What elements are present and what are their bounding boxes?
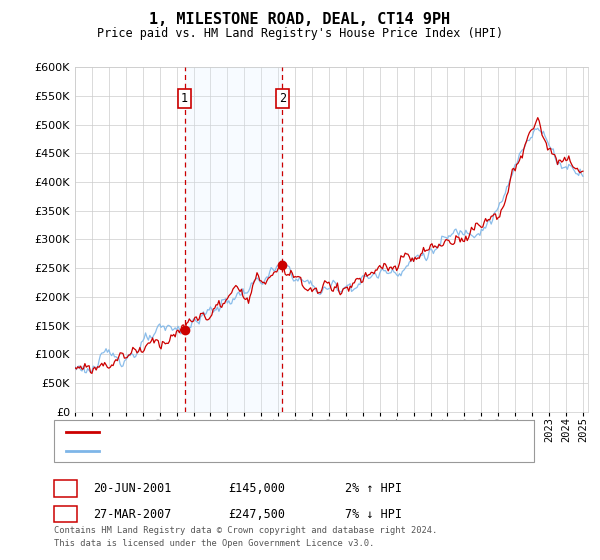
- Text: 1: 1: [181, 92, 188, 105]
- Text: 1, MILESTONE ROAD, DEAL, CT14 9PH: 1, MILESTONE ROAD, DEAL, CT14 9PH: [149, 12, 451, 27]
- Text: 7% ↓ HPI: 7% ↓ HPI: [345, 507, 402, 521]
- Text: 2% ↑ HPI: 2% ↑ HPI: [345, 482, 402, 495]
- Text: HPI: Average price, detached house, Dover: HPI: Average price, detached house, Dove…: [105, 446, 371, 456]
- Bar: [185, 67, 282, 412]
- Text: 2: 2: [62, 507, 69, 521]
- Text: Price paid vs. HM Land Registry's House Price Index (HPI): Price paid vs. HM Land Registry's House …: [97, 27, 503, 40]
- Text: 1: 1: [62, 482, 69, 495]
- Text: £247,500: £247,500: [228, 507, 285, 521]
- Text: 27-MAR-2007: 27-MAR-2007: [93, 507, 172, 521]
- Text: £145,000: £145,000: [228, 482, 285, 495]
- Text: 1, MILESTONE ROAD, DEAL, CT14 9PH (detached house): 1, MILESTONE ROAD, DEAL, CT14 9PH (detac…: [105, 427, 430, 437]
- Text: 20-JUN-2001: 20-JUN-2001: [93, 482, 172, 495]
- Text: 2: 2: [278, 92, 286, 105]
- Text: Contains HM Land Registry data © Crown copyright and database right 2024.
This d: Contains HM Land Registry data © Crown c…: [54, 526, 437, 548]
